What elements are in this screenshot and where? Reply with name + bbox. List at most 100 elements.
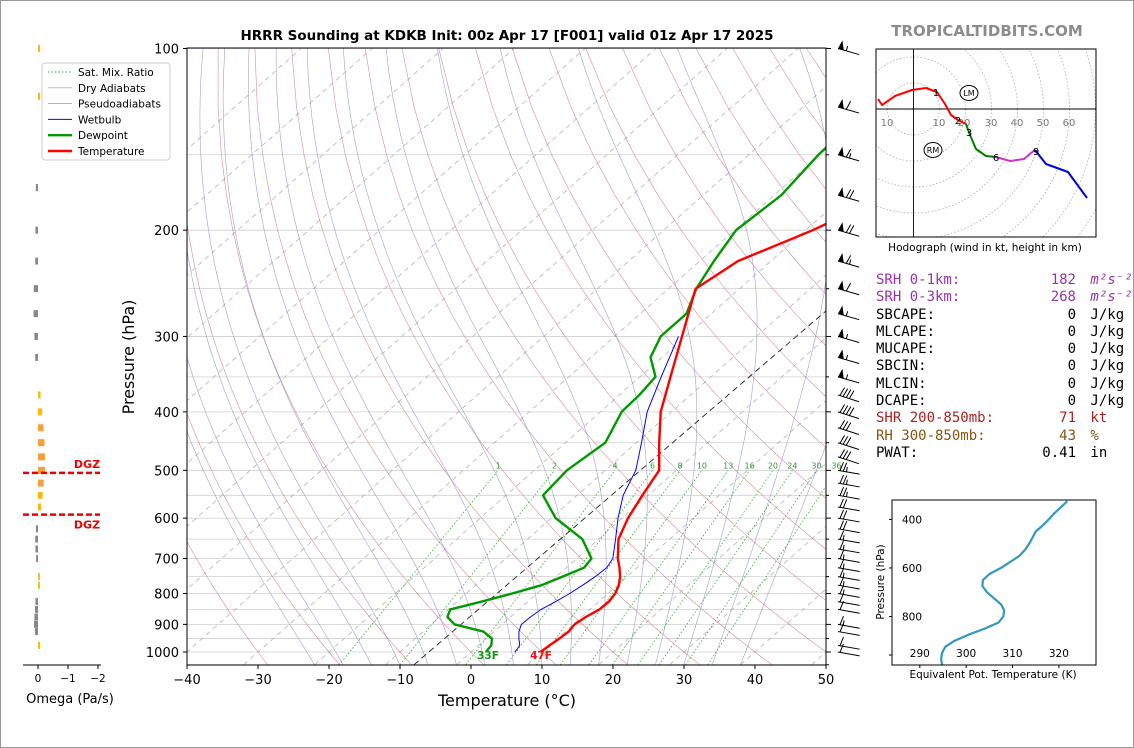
y-tick-label: 800 (154, 588, 179, 603)
moist-adiabat (187, 356, 344, 665)
theta-e-x-tick-label: 320 (1049, 648, 1069, 660)
isotherm (187, 48, 373, 213)
legend: Sat. Mix. Ratio Dry Adiabats Pseudoadiabat… (41, 62, 171, 161)
moist-adiabat (306, 48, 514, 665)
stat-label: DCAPE: (876, 393, 1011, 410)
moist-adiabat (343, 48, 543, 665)
isotherm (187, 48, 728, 527)
wind-barb (837, 550, 860, 563)
mixing-ratio-label: 6 (650, 461, 655, 470)
moist-adiabat (677, 48, 758, 665)
omega-panel: 0 −1 −2 DGZ DGZ (23, 45, 106, 685)
wind-barb (837, 40, 860, 56)
hodograph-trace (965, 123, 997, 158)
wind-barb (837, 280, 860, 296)
omega-bar (35, 226, 38, 234)
omega-x-tick-label: −1 (60, 673, 75, 685)
x-tick-label: 20 (605, 673, 622, 688)
omega-bar (36, 555, 38, 563)
mixing-ratio-line (588, 470, 729, 665)
wind-barb (837, 449, 860, 465)
stat-row: MLCAPE: 0 J/kg (876, 324, 1133, 341)
isotherm (187, 48, 444, 276)
stat-unit: J/kg (1082, 393, 1125, 410)
hodograph-height-label: 1 (933, 88, 939, 99)
wind-barb (837, 387, 860, 403)
wind-barb (837, 643, 860, 657)
moist-adiabat (711, 48, 826, 665)
skewt-frame (186, 47, 827, 666)
surface-temp-label: 47F (530, 650, 552, 662)
omega-bar (38, 641, 41, 649)
theta-e-x-tick-label: 300 (956, 648, 976, 660)
theta-e-y-tick-label: 800 (902, 611, 922, 623)
stat-row: SHR 200-850mb: 71 kt (876, 410, 1133, 427)
theta-e-y-tick-label: 400 (902, 514, 922, 526)
theta-e-line (939, 500, 1069, 666)
moist-adiabat (187, 430, 315, 665)
moist-adiabat (222, 48, 429, 665)
x-tick-label: 30 (676, 673, 693, 688)
dgz-label: DGZ (74, 519, 100, 532)
surface-dewpoint-label: 33F (477, 650, 499, 662)
x-tick-label: −30 (244, 673, 271, 688)
stat-unit: J/kg (1082, 358, 1125, 375)
mixing-ratio-line (637, 470, 774, 665)
stat-value: 0 (1067, 358, 1076, 375)
wind-barb (837, 146, 860, 162)
wind-barb (837, 349, 860, 364)
temperature-line (539, 222, 826, 653)
stat-row: PWAT: 0.41 in (876, 445, 1133, 462)
hodograph-ring-label: 10 (881, 118, 894, 129)
omega-bar (34, 613, 38, 621)
stat-label: PWAT: (876, 444, 1011, 461)
wind-barb (837, 486, 860, 500)
wind-barbs (837, 40, 860, 657)
stat-label: SHR 200-850mb: (876, 410, 1011, 427)
stat-unit: kt (1082, 410, 1108, 427)
legend-entry: Dry Adiabats (78, 83, 146, 95)
y-tick-label: 900 (154, 618, 179, 633)
moist-adiabat (248, 48, 457, 665)
omega-bar (35, 525, 38, 533)
isotherm (669, 525, 826, 665)
mixing-ratio-label: 16 (744, 461, 754, 470)
hodograph-ring-label: 40 (1011, 118, 1024, 129)
dry-adiabat (187, 540, 269, 665)
stat-value: 268 (1050, 289, 1076, 306)
stat-value: 43 (1059, 427, 1076, 444)
hodograph-frame (875, 48, 1097, 238)
omega-bar (38, 466, 46, 474)
omega-bar (38, 453, 45, 461)
omega-bar (34, 332, 38, 340)
stat-unit: J/kg (1082, 341, 1125, 358)
omega-x-tick-label: −2 (90, 673, 105, 685)
mixing-ratio-line (685, 470, 817, 665)
omega-bar (38, 581, 40, 589)
mixing-ratio-line (399, 470, 555, 665)
y-tick-label: 600 (154, 512, 179, 527)
skewt-profiles (446, 145, 826, 653)
stat-value: 0 (1067, 375, 1076, 392)
hodograph-height-label: 2 (955, 116, 961, 127)
isotherm (187, 85, 826, 653)
legend-box (41, 62, 171, 161)
stat-unit: J/kg (1082, 323, 1125, 340)
wind-barb (837, 222, 860, 237)
mixing-ratio-label: 20 (768, 461, 778, 470)
stat-row: MLCIN: 0 J/kg (876, 376, 1133, 393)
moist-adiabat (199, 48, 400, 665)
hodograph-ring-label: 60 (1063, 118, 1076, 129)
dry-adiabat (328, 48, 700, 665)
stat-label: MUCAPE: (876, 341, 1011, 358)
y-tick-label: 400 (154, 406, 179, 421)
wind-barb (837, 404, 860, 420)
hodograph-ring-label: 10 (933, 118, 946, 129)
omega-bar (33, 310, 38, 318)
stat-value: 0.41 (1042, 444, 1076, 461)
stat-row: SRH 0-3km: 268 m²s⁻² (876, 289, 1133, 306)
mixing-ratio-label: 13 (723, 461, 733, 470)
